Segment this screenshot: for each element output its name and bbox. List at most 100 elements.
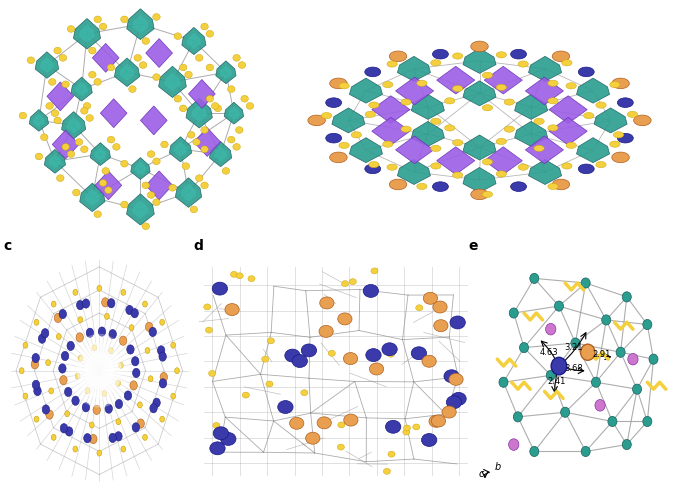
Polygon shape xyxy=(95,171,122,200)
Polygon shape xyxy=(463,135,496,160)
Circle shape xyxy=(201,146,208,153)
Circle shape xyxy=(32,380,40,389)
Circle shape xyxy=(578,67,594,77)
Polygon shape xyxy=(182,27,206,55)
Circle shape xyxy=(112,143,120,150)
Polygon shape xyxy=(169,136,192,162)
Circle shape xyxy=(320,297,334,309)
Circle shape xyxy=(403,425,410,431)
Circle shape xyxy=(566,82,576,89)
Circle shape xyxy=(285,349,300,362)
Circle shape xyxy=(622,292,632,302)
Circle shape xyxy=(431,60,441,66)
Polygon shape xyxy=(175,178,201,207)
Text: c: c xyxy=(3,239,12,253)
Circle shape xyxy=(147,151,155,158)
Circle shape xyxy=(127,345,134,354)
Polygon shape xyxy=(90,143,110,165)
Circle shape xyxy=(267,338,275,344)
Circle shape xyxy=(59,55,66,61)
Circle shape xyxy=(431,163,441,169)
Circle shape xyxy=(442,406,456,418)
Circle shape xyxy=(562,163,572,169)
Circle shape xyxy=(109,329,116,339)
Circle shape xyxy=(584,112,594,119)
Circle shape xyxy=(116,380,121,386)
Circle shape xyxy=(554,301,564,311)
Circle shape xyxy=(504,126,514,132)
Circle shape xyxy=(116,419,121,425)
Circle shape xyxy=(75,373,80,379)
Polygon shape xyxy=(594,108,627,133)
Circle shape xyxy=(384,468,390,474)
Circle shape xyxy=(431,118,441,124)
Circle shape xyxy=(450,316,465,329)
Circle shape xyxy=(153,199,160,206)
Circle shape xyxy=(401,126,411,132)
Circle shape xyxy=(627,111,638,117)
Circle shape xyxy=(84,434,91,443)
Circle shape xyxy=(387,61,397,67)
Circle shape xyxy=(158,346,165,355)
Circle shape xyxy=(133,368,140,378)
Polygon shape xyxy=(397,160,430,185)
Circle shape xyxy=(129,86,136,92)
Circle shape xyxy=(328,350,336,356)
Circle shape xyxy=(160,319,164,325)
Circle shape xyxy=(153,158,160,164)
Text: e: e xyxy=(469,239,478,253)
Circle shape xyxy=(54,313,62,323)
Circle shape xyxy=(121,289,126,296)
Circle shape xyxy=(160,416,164,422)
Circle shape xyxy=(548,80,558,86)
Circle shape xyxy=(121,201,128,208)
Text: d: d xyxy=(193,239,203,253)
Circle shape xyxy=(248,275,255,282)
Circle shape xyxy=(142,38,149,44)
Circle shape xyxy=(62,143,69,150)
Circle shape xyxy=(518,164,528,170)
Text: 3.21: 3.21 xyxy=(564,343,583,352)
Circle shape xyxy=(32,360,38,369)
Circle shape xyxy=(77,300,84,310)
Circle shape xyxy=(161,141,169,148)
Polygon shape xyxy=(463,167,496,192)
Circle shape xyxy=(213,427,229,440)
Polygon shape xyxy=(159,66,186,98)
Circle shape xyxy=(595,400,606,411)
Text: 3.68: 3.68 xyxy=(564,364,583,373)
Circle shape xyxy=(225,303,239,316)
Circle shape xyxy=(54,117,62,124)
Circle shape xyxy=(109,433,116,442)
Circle shape xyxy=(195,175,203,182)
Circle shape xyxy=(365,164,381,174)
Polygon shape xyxy=(114,58,140,86)
Circle shape xyxy=(496,84,506,90)
Circle shape xyxy=(82,299,90,308)
Polygon shape xyxy=(79,183,105,212)
Circle shape xyxy=(222,167,229,174)
Circle shape xyxy=(616,347,625,357)
Circle shape xyxy=(610,141,620,147)
Circle shape xyxy=(108,299,115,308)
Circle shape xyxy=(160,373,167,382)
Circle shape xyxy=(290,417,304,429)
Polygon shape xyxy=(131,158,150,179)
Circle shape xyxy=(97,285,102,291)
Circle shape xyxy=(188,132,195,138)
Circle shape xyxy=(617,134,633,143)
Polygon shape xyxy=(436,66,475,94)
Circle shape xyxy=(431,145,441,152)
Circle shape xyxy=(246,103,253,109)
Circle shape xyxy=(578,164,594,174)
Circle shape xyxy=(411,347,427,360)
Circle shape xyxy=(142,182,149,189)
Circle shape xyxy=(149,327,156,336)
Circle shape xyxy=(416,183,427,190)
Circle shape xyxy=(519,343,529,353)
Circle shape xyxy=(612,78,630,89)
Circle shape xyxy=(67,26,75,32)
Circle shape xyxy=(530,273,539,283)
Circle shape xyxy=(423,292,438,304)
Circle shape xyxy=(643,416,652,427)
